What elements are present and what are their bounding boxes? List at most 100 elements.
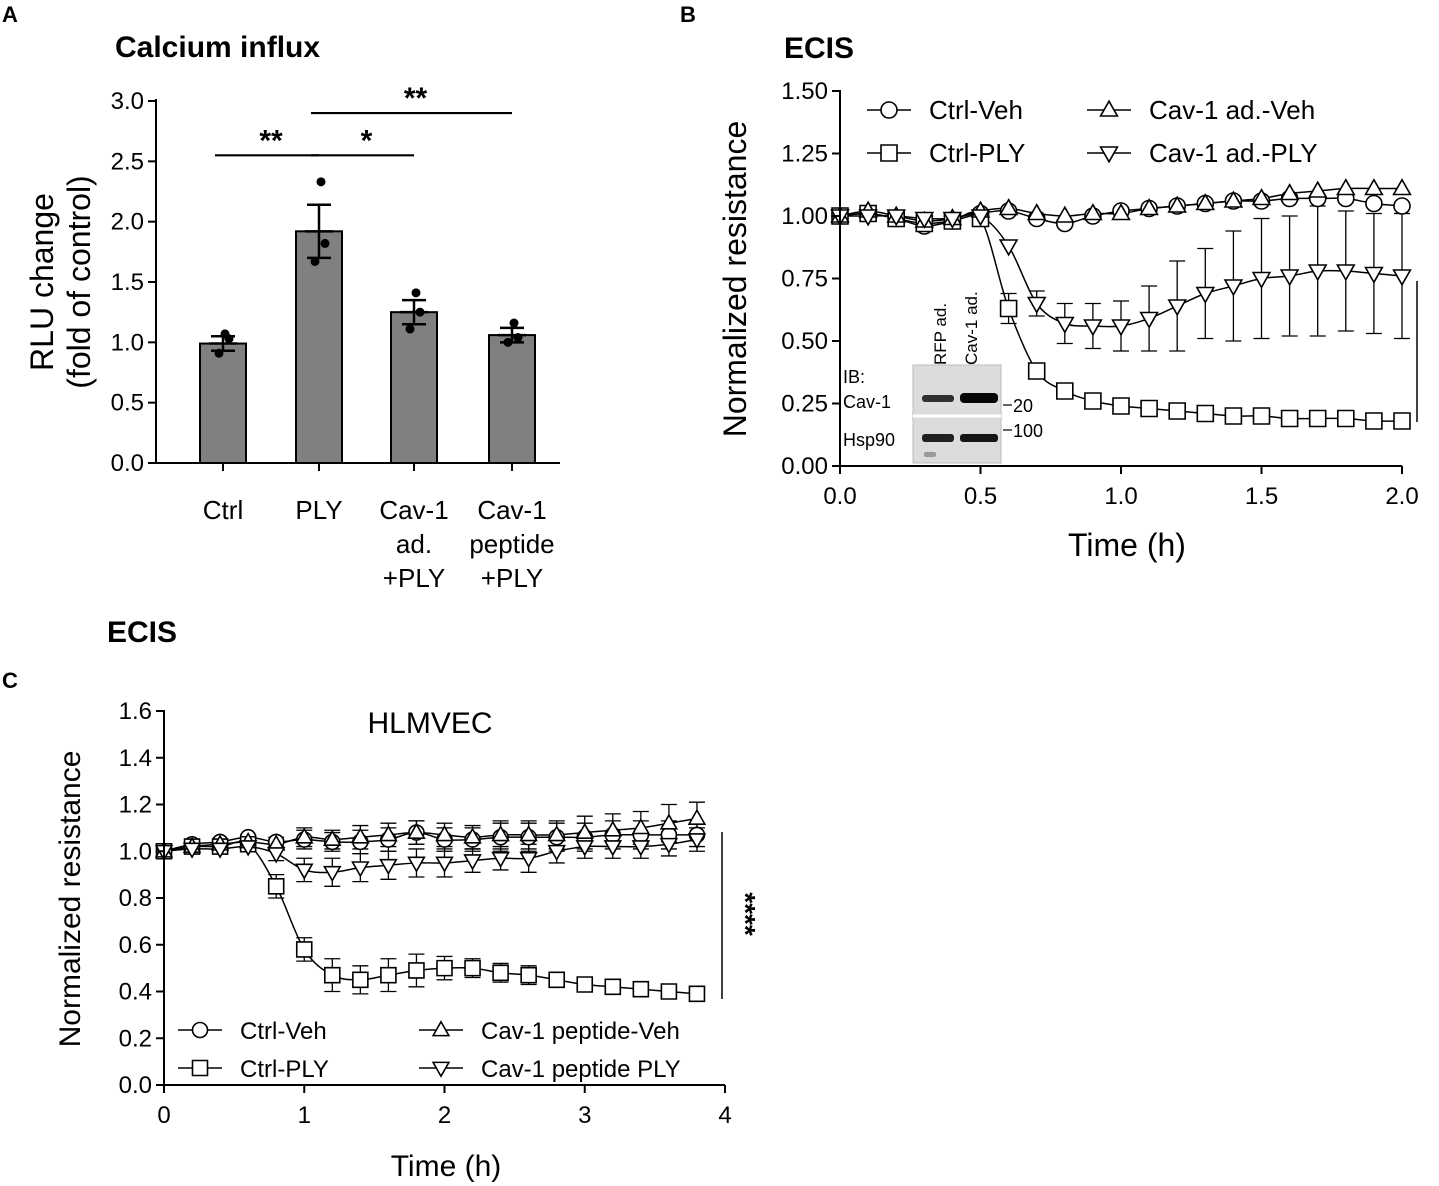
blot-marker-20: 20 (1013, 396, 1033, 416)
data-point-2-8 (1055, 205, 1075, 223)
data-point-3-1 (858, 209, 878, 227)
data-point-1-6 (999, 299, 1018, 318)
chart-c-ylabel: Normalized resistance (54, 751, 87, 1048)
data-point-3-5 (295, 863, 314, 880)
data-point-3-8 (379, 858, 398, 876)
y-tick-label-4: 1.00 (781, 203, 828, 230)
y-tick-label-6: 3.0 (111, 88, 144, 115)
bar-1 (295, 230, 343, 464)
bar-0 (199, 342, 247, 465)
legend-marker-0-0 (191, 1021, 209, 1039)
data-point-1-13 (520, 966, 537, 984)
series-line-1 (163, 841, 698, 995)
x-tick-label-0: 0.0 (823, 483, 856, 510)
data-point-2-7 (351, 827, 370, 844)
data-point-3-20 (1392, 269, 1412, 287)
data-point-1-14 (548, 971, 565, 989)
data-point-3-18 (659, 837, 679, 855)
data-point-1-13 (1196, 404, 1215, 423)
y-tick-label-5: 2.5 (111, 148, 144, 175)
legend-label-1-0: Ctrl-PLY (929, 138, 1025, 168)
data-point-2-8 (379, 825, 398, 842)
x-tick-label-3-1: peptide (469, 529, 554, 559)
blot-ib-label: IB: (843, 367, 865, 387)
data-point-1-12 (492, 964, 509, 982)
blot-band-hsp90-cav1 (960, 434, 998, 442)
chart-c-significance-label: **** (730, 892, 761, 936)
y-tick-label-6: 1.50 (781, 78, 828, 105)
y-tick-label-0: 0.0 (119, 1072, 152, 1099)
data-point-3-16 (603, 840, 623, 857)
x-tick-label-4: 2.0 (1385, 483, 1418, 510)
x-tick-label-0-0: Ctrl (203, 495, 243, 525)
legend-marker-1-0 (191, 1059, 209, 1077)
legend-label-1-0: Ctrl-PLY (240, 1056, 329, 1083)
y-tick-label-6: 1.2 (119, 792, 152, 819)
data-point-2-15 (575, 822, 594, 839)
data-point-2-13 (1195, 193, 1216, 211)
panel-letter-b: B (680, 2, 696, 27)
data-point-2-10 (435, 825, 454, 842)
data-point-2-15 (1251, 188, 1272, 206)
data-point-3-8 (1055, 316, 1075, 334)
x-tick-label-2-2: +PLY (383, 563, 445, 593)
data-point-3-2 (210, 842, 230, 859)
y-tick-label-8: 1.6 (119, 698, 152, 725)
x-tick-label-3: 3 (578, 1102, 591, 1129)
y-tick-label-2: 0.50 (781, 328, 828, 355)
data-point-1-20 (1393, 412, 1411, 430)
chart-b-xlabel: Time (h) (1068, 527, 1186, 563)
data-point-1-8 (1056, 382, 1074, 400)
y-tick-label-2: 0.4 (119, 979, 152, 1006)
x-tick-label-2-1: ad. (396, 529, 432, 559)
data-point-1-17 (632, 980, 650, 998)
calcium-influx-bar-chart: Calcium influx RLU change (fold of contr… (24, 31, 560, 593)
data-point-2-17 (1307, 180, 1328, 198)
panel-c-heading: ECIS (107, 616, 177, 649)
y-tick-label-1: 0.5 (111, 390, 144, 417)
data-point-3-5 (970, 209, 991, 227)
data-point-1-7 (352, 971, 369, 989)
blot-band-hsp90-rfp (922, 434, 954, 442)
data-point-2-0 (411, 288, 421, 298)
legend-label-0-0: Ctrl-Veh (929, 95, 1023, 125)
chart-b-significance-label: *** (1426, 328, 1439, 361)
data-point-1-9 (1084, 392, 1102, 410)
data-point-2-9 (1083, 203, 1103, 221)
data-point-3-15 (1251, 271, 1272, 289)
x-tick-label-2: 2 (438, 1102, 451, 1129)
x-tick-label-3-0: Cav-1 (477, 495, 546, 525)
data-point-3-9 (1083, 319, 1103, 337)
data-point-3-11 (463, 854, 482, 871)
blot-lane-label-cav1: Cav-1 ad. (962, 291, 981, 365)
data-point-3-13 (1195, 286, 1216, 304)
data-point-3-4 (942, 211, 963, 229)
data-point-1-11 (1140, 399, 1158, 418)
data-point-3-3 (238, 840, 258, 857)
data-point-2-12 (1167, 195, 1187, 213)
blot-band-cav1-rfp (922, 395, 954, 402)
bar-3 (488, 334, 536, 464)
data-point-1-12 (1168, 402, 1186, 420)
data-point-3-16 (1279, 269, 1300, 287)
data-point-0-19 (1365, 194, 1383, 213)
data-point-3-7 (351, 861, 370, 878)
data-point-3-14 (1223, 279, 1244, 297)
data-point-3-1 (182, 842, 202, 859)
data-point-1-16 (1280, 409, 1299, 428)
blot-marker-100: 100 (1013, 421, 1043, 441)
data-point-3-0 (509, 318, 519, 328)
data-point-2-7 (1026, 203, 1047, 221)
data-point-3-2 (886, 209, 906, 227)
x-tick-label-3: 1.5 (1245, 483, 1278, 510)
data-point-2-6 (323, 829, 342, 846)
legend-label-1-1: Cav-1 peptide PLY (481, 1056, 681, 1083)
data-point-2-9 (407, 822, 426, 839)
y-tick-label-3: 1.5 (111, 269, 144, 296)
chart-a-ylabel-2: (fold of control) (61, 175, 97, 388)
panel-letter-c: C (2, 668, 18, 693)
data-point-2-2 (405, 324, 415, 334)
data-point-1-2 (310, 256, 320, 266)
y-tick-label-2: 1.0 (111, 329, 144, 356)
data-point-2-18 (659, 813, 679, 830)
